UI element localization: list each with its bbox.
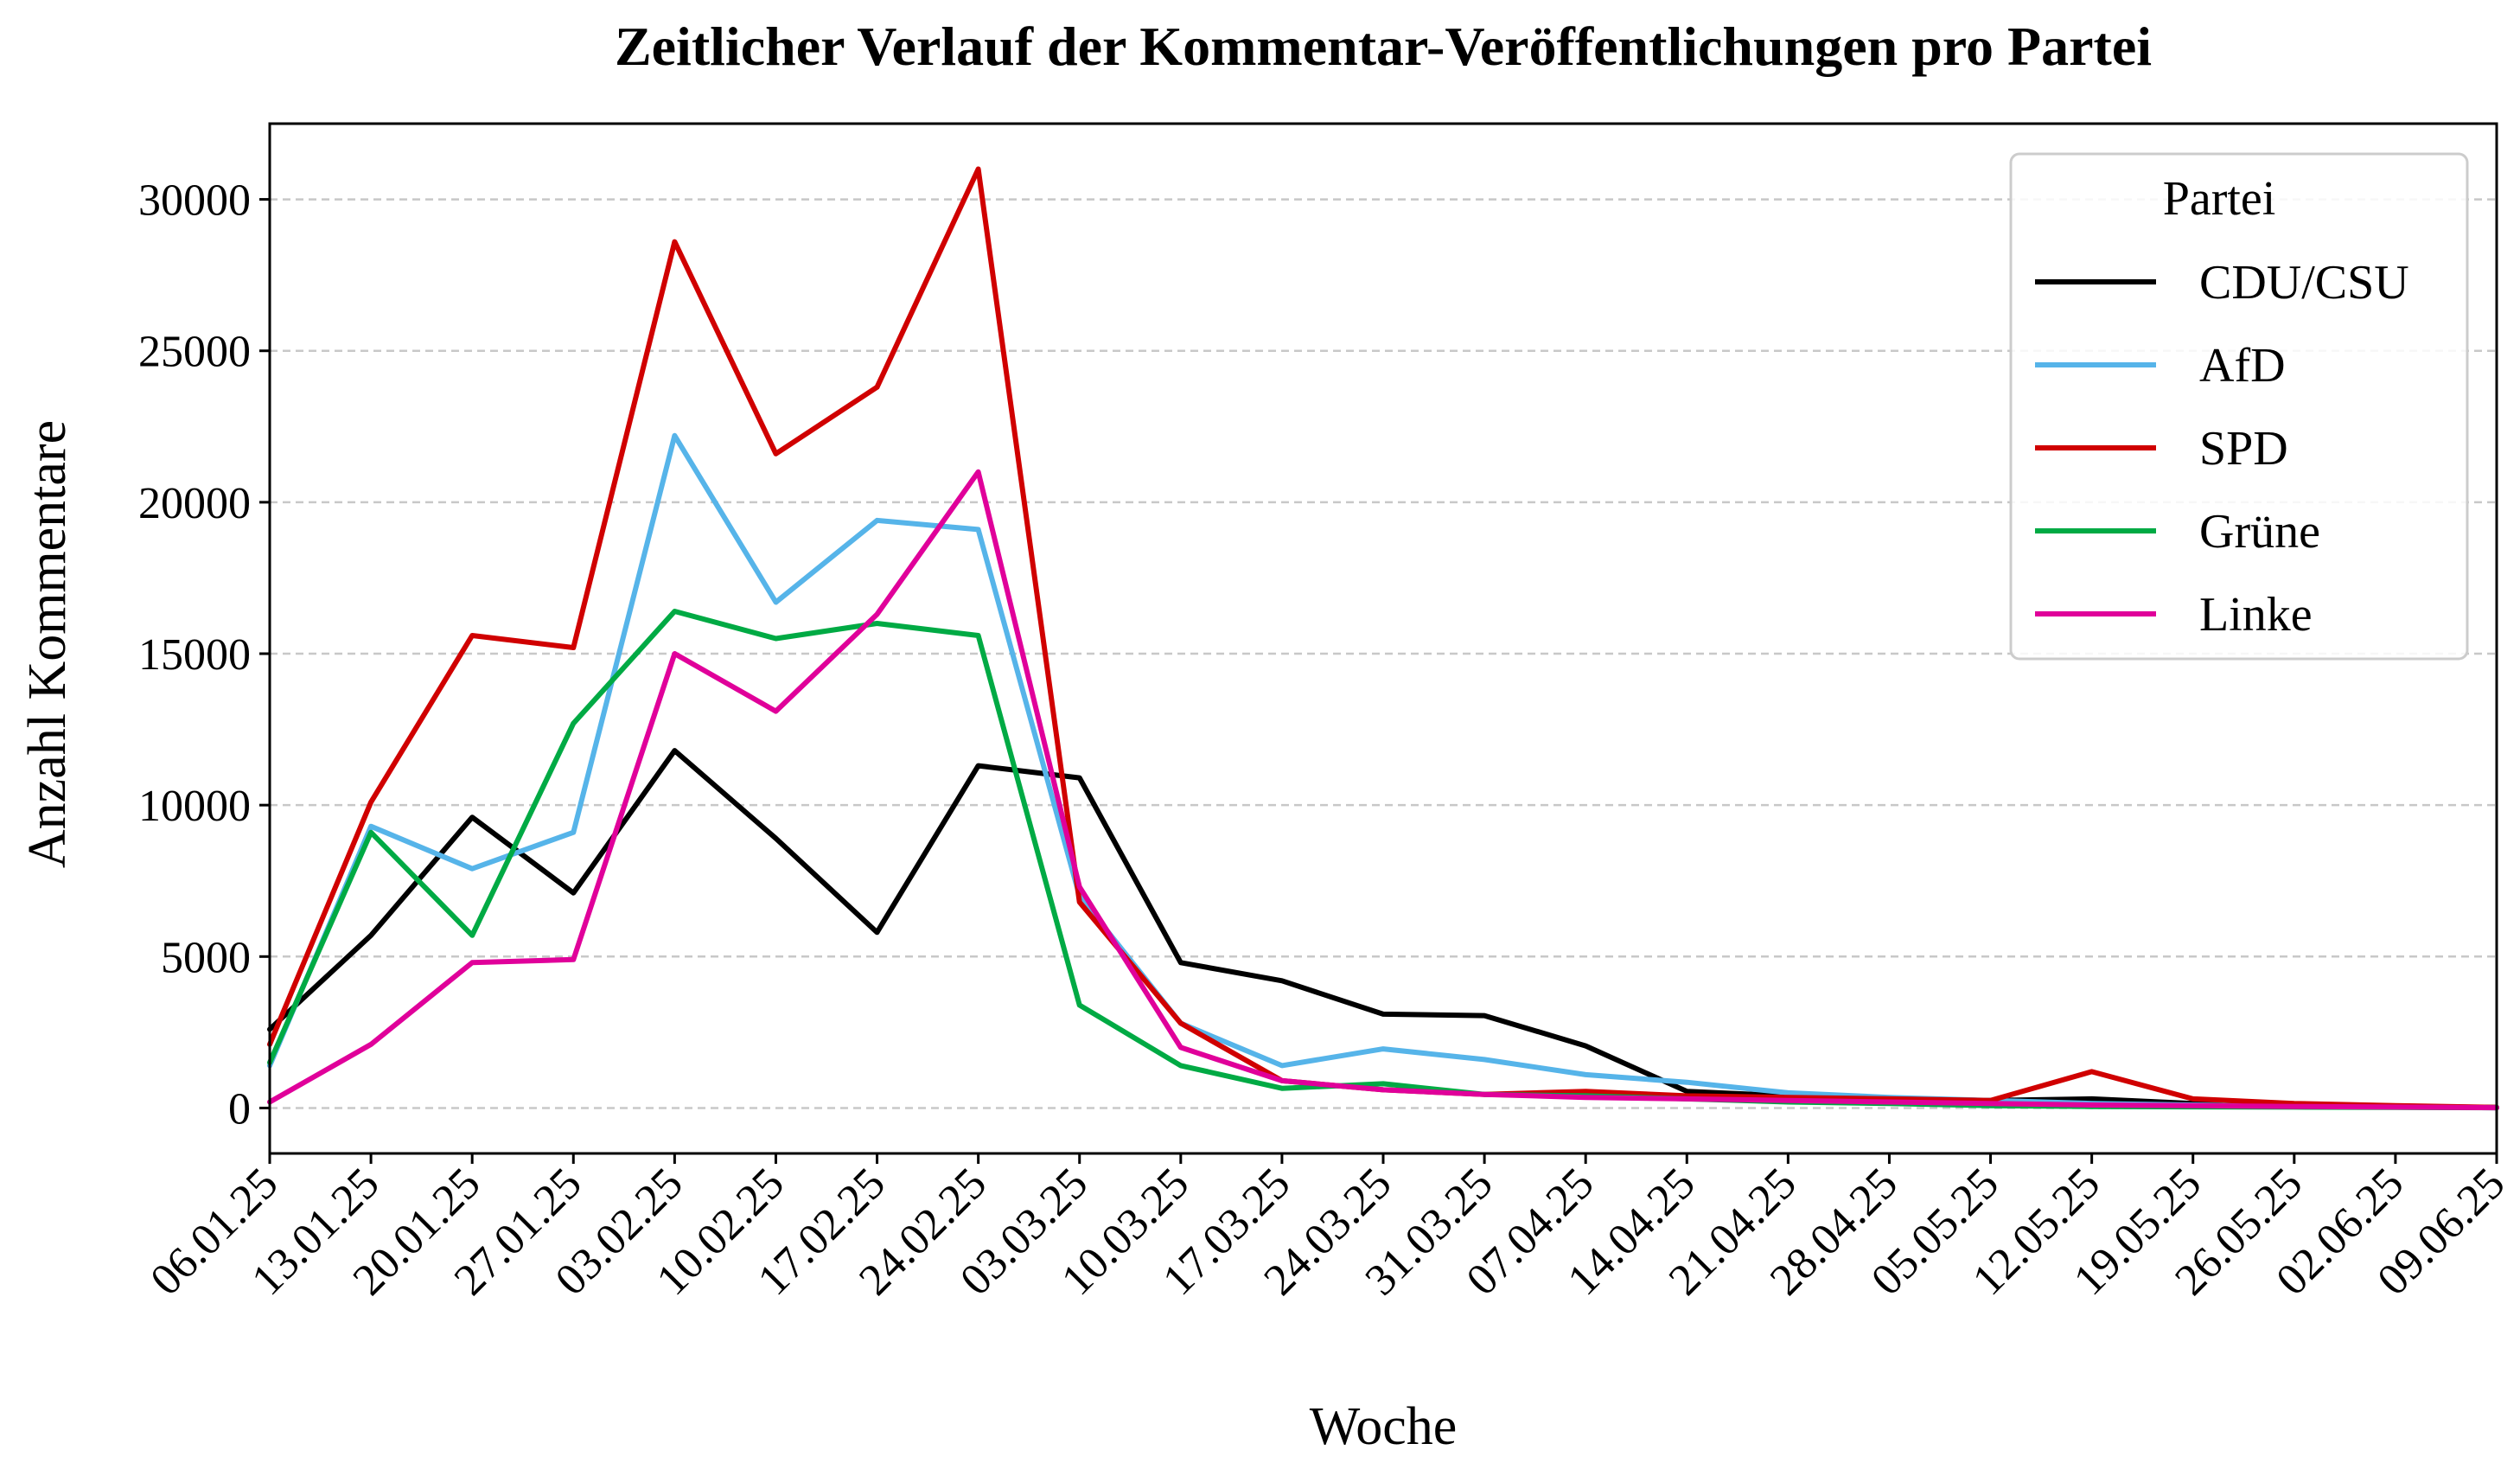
- legend-entry-label: Linke: [2199, 588, 2313, 642]
- y-tick-label: 0: [228, 1084, 251, 1134]
- y-tick-label: 25000: [138, 328, 251, 377]
- chart-title: Zeitlicher Verlauf der Kommentar-Veröffe…: [615, 16, 2152, 77]
- series-line-linke: [267, 469, 2499, 1111]
- x-axis-ticks: 06.01.2513.01.2520.01.2527.01.2503.02.25…: [141, 1153, 2514, 1305]
- series-line-gr-ne: [267, 609, 2499, 1111]
- series-line-cdu-csu: [267, 748, 2499, 1110]
- x-axis-label: Woche: [1310, 1397, 1458, 1456]
- y-axis-ticks: 0 5000 10000 15000 20000 25000 30000: [138, 176, 270, 1134]
- y-tick-label: 30000: [138, 176, 251, 226]
- legend-title: Partei: [2163, 172, 2276, 226]
- series-lines: [267, 166, 2499, 1111]
- legend-entry-label: Grüne: [2199, 505, 2320, 559]
- y-tick-label: 15000: [138, 630, 251, 680]
- legend: Partei CDU/CSU AfD SPD Grüne Linke: [2009, 152, 2469, 661]
- legend-entry-label: SPD: [2199, 422, 2288, 476]
- legend-box: [2009, 152, 2469, 661]
- y-tick-label: 10000: [138, 782, 251, 831]
- legend-entry-label: AfD: [2199, 339, 2286, 393]
- y-tick-label: 20000: [138, 479, 251, 528]
- y-tick-label: 5000: [161, 933, 251, 982]
- legend-entry-label: CDU/CSU: [2199, 256, 2409, 310]
- y-axis-label: Anzahl Kommentare: [18, 420, 77, 868]
